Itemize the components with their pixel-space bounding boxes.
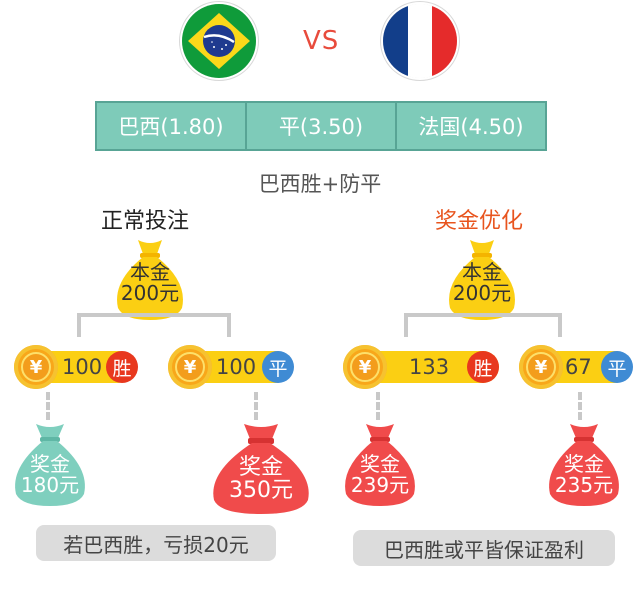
right-prize-draw-bag: 奖金 235元 [542, 420, 626, 506]
coin-symbol: ¥ [175, 352, 205, 382]
brazil-flag-icon [182, 4, 256, 78]
right-connector-leg [558, 313, 562, 337]
prize-value: 180元 [20, 473, 80, 497]
right-connector [404, 313, 562, 317]
left-connector-leg [227, 313, 231, 337]
right-bet-draw: ¥ 67 平 [519, 345, 633, 389]
prize-label: 奖金 [564, 452, 604, 476]
bet-amount: 67 [565, 355, 592, 379]
yuan-coin-icon: ¥ [343, 345, 387, 389]
left-principal-bag: 本金 200元 [110, 236, 190, 320]
odds-table: 巴西(1.80) 平(3.50) 法国(4.50) [95, 101, 547, 151]
dashed-connector [46, 392, 50, 420]
yuan-coin-icon: ¥ [168, 345, 212, 389]
bet-amount: 133 [409, 355, 450, 379]
left-note: 若巴西胜，亏损20元 [36, 525, 276, 561]
left-prize-win-bag: 奖金 180元 [8, 420, 92, 506]
outcome-badge: 平 [601, 351, 633, 383]
vs-label: VS [303, 26, 340, 56]
left-connector-leg [77, 313, 81, 337]
right-principal-value: 200元 [452, 281, 512, 305]
prize-value: 239元 [350, 473, 410, 497]
coin-symbol: ¥ [526, 352, 556, 382]
money-bag-icon [449, 240, 515, 320]
money-bag-icon [549, 424, 619, 506]
right-bet-win: ¥ 133 胜 [343, 345, 501, 389]
prize-label: 奖金 [238, 455, 283, 480]
left-connector [77, 313, 231, 317]
right-connector-leg [404, 313, 408, 337]
odds-draw: 平(3.50) [247, 103, 397, 149]
money-bag-icon [15, 424, 85, 506]
left-prize-draw-bag: 奖金 350元 [206, 420, 316, 514]
prize-label: 奖金 [360, 452, 400, 476]
left-bet-win: ¥ 100 胜 [14, 345, 138, 389]
outcome-badge: 胜 [467, 351, 499, 383]
right-prize-win-bag: 奖金 239元 [338, 420, 422, 506]
coin-symbol: ¥ [350, 352, 380, 382]
money-bag-icon [345, 424, 415, 506]
outcome-badge: 平 [262, 351, 294, 383]
yuan-coin-icon: ¥ [519, 345, 563, 389]
left-section-title: 正常投注 [101, 209, 190, 234]
left-principal-value: 200元 [120, 281, 180, 305]
prize-value: 350元 [229, 478, 293, 504]
dashed-connector [254, 392, 258, 420]
yuan-coin-icon: ¥ [14, 345, 58, 389]
money-bag-icon [117, 240, 183, 320]
odds-france-win: 法国(4.50) [418, 115, 524, 139]
dashed-connector [376, 392, 380, 420]
outcome-badge: 胜 [106, 351, 138, 383]
right-principal-bag: 本金 200元 [442, 236, 522, 320]
strategy-label: 巴西胜+防平 [258, 172, 382, 196]
odds-brazil-win: 巴西(1.80) [97, 103, 247, 149]
left-bet-draw: ¥ 100 平 [168, 345, 296, 389]
right-section-title: 奖金优化 [435, 209, 524, 234]
coin-symbol: ¥ [21, 352, 51, 382]
right-note: 巴西胜或平皆保证盈利 [353, 530, 615, 566]
bet-amount: 100 [62, 355, 103, 379]
right-principal-label: 本金 [462, 260, 502, 284]
dashed-connector [578, 392, 582, 420]
prize-label: 奖金 [30, 452, 70, 476]
money-bag-icon [213, 424, 309, 514]
prize-value: 235元 [554, 473, 614, 497]
left-principal-label: 本金 [130, 260, 170, 284]
bet-amount: 100 [216, 355, 257, 379]
france-flag-icon [383, 4, 457, 78]
